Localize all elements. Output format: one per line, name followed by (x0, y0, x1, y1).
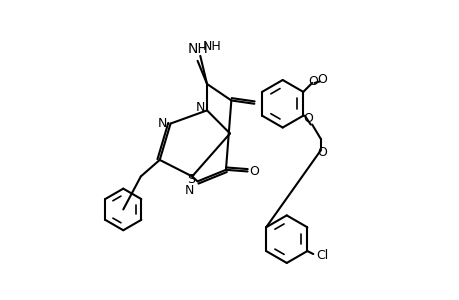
Text: S: S (186, 173, 194, 186)
Text: O: O (308, 75, 318, 88)
Text: O: O (317, 146, 327, 159)
Text: NH: NH (203, 40, 222, 53)
Text: O: O (248, 165, 258, 178)
Text: NH: NH (187, 42, 207, 56)
Text: N: N (158, 117, 167, 130)
Text: Cl: Cl (316, 249, 328, 262)
Text: N: N (185, 184, 194, 197)
Text: O: O (317, 74, 327, 86)
Text: O: O (302, 112, 312, 125)
Text: N: N (196, 101, 205, 114)
